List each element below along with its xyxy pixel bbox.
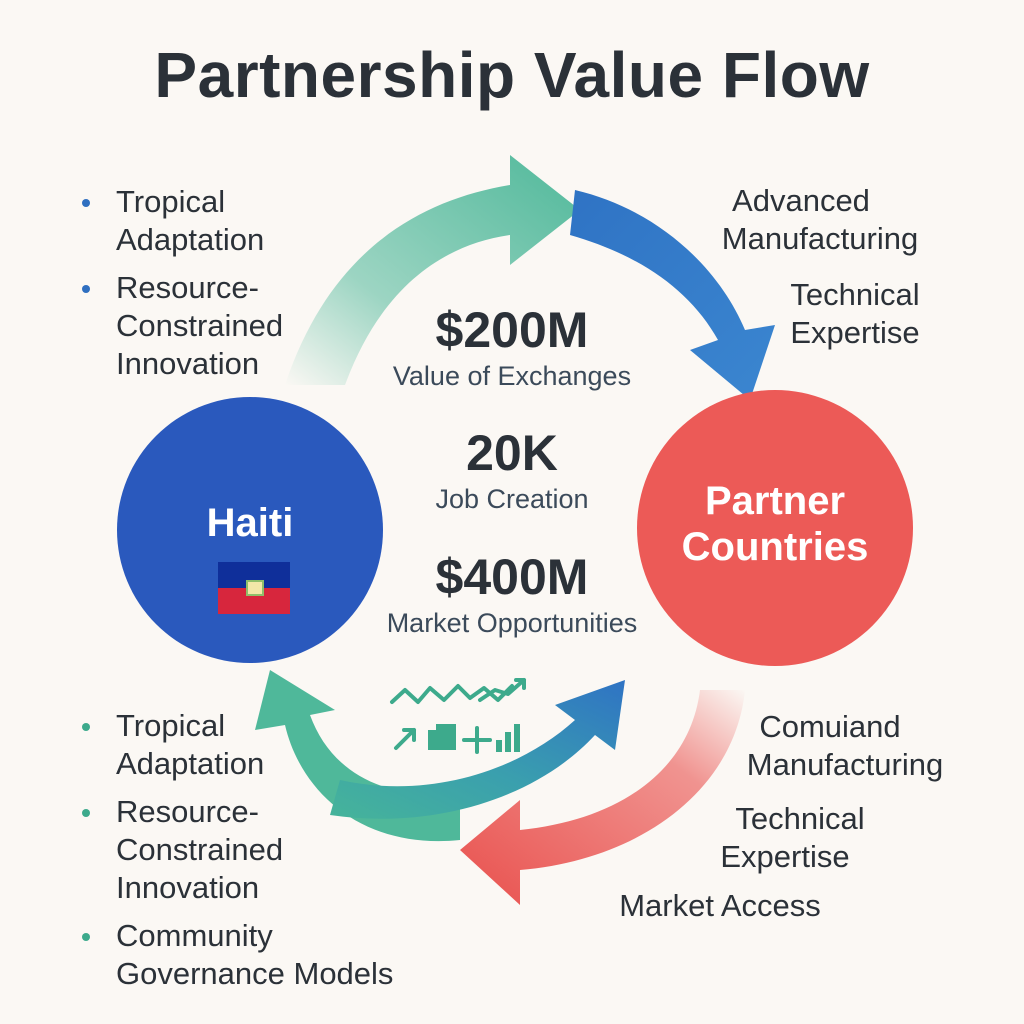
haiti-flag-icon [218, 562, 290, 614]
bullet-icon [82, 933, 90, 941]
stat-value: $400M [435, 549, 589, 605]
bullet-icon [82, 285, 90, 293]
partner-label-line2: Countries [681, 525, 869, 569]
list-item: Tropical Adaptation [78, 183, 368, 259]
list-item: Tropical Adaptation [78, 707, 428, 783]
partner-countries-node [637, 390, 913, 666]
partner-offering-technical-expertise-bottom: Technical Expertise [720, 801, 865, 874]
stat-value-of-exchanges: $200M Value of Exchanges [362, 305, 662, 392]
stat-value: $200M [435, 302, 589, 358]
growth-chart-icon [478, 678, 526, 702]
stat-label: Job Creation [435, 484, 589, 514]
list-item: Community Governance Models [78, 917, 428, 993]
stat-label: Value of Exchanges [392, 361, 632, 391]
bullet-icon [82, 723, 90, 731]
blue-arrow-bottom [330, 680, 625, 819]
haiti-node [117, 397, 383, 663]
partner-label-line1: Partner [704, 479, 846, 523]
partner-countries-label: Partner Countries [640, 478, 910, 570]
bullet-icon [82, 199, 90, 207]
center-icon-cluster [390, 678, 526, 754]
red-arrow-bottom [460, 690, 745, 905]
bar-chart-icon [496, 724, 520, 752]
list-item: Resource- Constrained Innovation [78, 793, 428, 907]
stat-market-opportunities: $400M Market Opportunities [352, 552, 672, 639]
partner-offering-technical-expertise: Technical Expertise [790, 277, 920, 350]
stat-label: Market Opportunities [386, 608, 638, 638]
partner-offering-market-access: Market Access [619, 888, 821, 923]
stat-value: 20K [466, 425, 558, 481]
haiti-contributions-bottom-list: Tropical Adaptation Resource- Constraine… [78, 707, 428, 1003]
bullet-icon [82, 809, 90, 817]
haiti-label: Haiti [206, 501, 294, 545]
page-title: Partnership Value Flow [154, 39, 870, 111]
arrow-up-right-icon [394, 728, 416, 750]
list-item: Resource- Constrained Innovation [78, 269, 368, 383]
partner-offering-manufacturing: Comuiand Manufacturing [746, 709, 944, 782]
haiti-contributions-top-list: Tropical Adaptation Resource- Constraine… [78, 183, 368, 393]
green-arrow-top [285, 155, 580, 385]
partner-offering-advanced-manufacturing: Advanced Manufacturing [721, 183, 919, 256]
steps-icon [428, 724, 456, 750]
stat-job-creation: 20K Job Creation [362, 428, 662, 515]
blue-arrow-top [570, 190, 775, 400]
